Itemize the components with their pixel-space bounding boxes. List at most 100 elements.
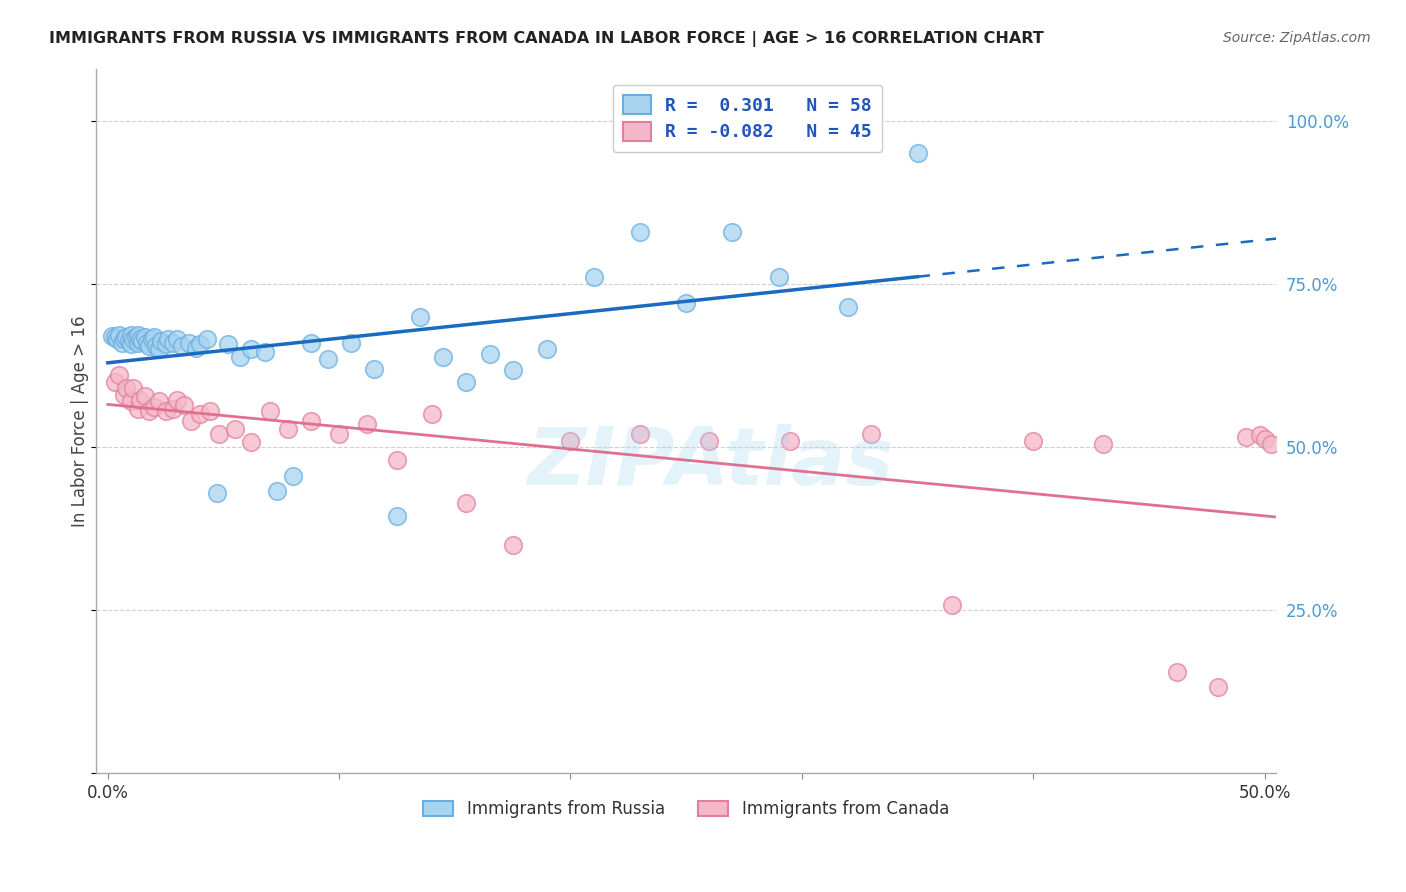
Point (299, 414, 322, 428)
Point (136, 335, 159, 350)
Point (907, 146, 929, 161)
Point (860, 427, 883, 442)
Point (259, 404, 281, 418)
Point (277, 422, 299, 436)
Point (837, 300, 859, 314)
Point (155, 337, 177, 351)
Point (115, 330, 138, 344)
Point (122, 381, 145, 395)
Point (779, 434, 801, 448)
Point (409, 310, 432, 324)
Point (502, 538, 524, 552)
Point (266, 484, 288, 499)
Point (131, 334, 153, 349)
Point (122, 332, 145, 346)
Y-axis label: In Labor Force | Age > 16: In Labor Force | Age > 16 (72, 315, 89, 526)
Point (143, 330, 166, 344)
Point (170, 339, 193, 353)
Point (112, 388, 135, 402)
Point (420, 408, 443, 422)
Point (363, 361, 385, 376)
Point (120, 337, 142, 351)
Point (941, 598, 963, 612)
Point (1206, 680, 1229, 694)
Point (1253, 432, 1275, 446)
Point (339, 335, 361, 350)
Point (162, 402, 184, 417)
Point (141, 332, 163, 346)
Point (1022, 434, 1045, 448)
Point (120, 327, 142, 342)
Point (145, 339, 167, 353)
Point (240, 434, 263, 449)
Point (502, 363, 524, 377)
Point (120, 394, 142, 409)
Point (112, 332, 135, 346)
Point (208, 427, 231, 442)
Point (628, 427, 651, 442)
Point (188, 408, 211, 422)
Point (156, 332, 179, 346)
Point (108, 368, 131, 383)
Point (162, 335, 184, 350)
Point (356, 417, 378, 432)
Point (138, 339, 160, 353)
Point (173, 398, 195, 412)
Point (138, 404, 160, 418)
Point (1166, 665, 1188, 680)
Point (166, 393, 188, 408)
Point (1234, 430, 1257, 444)
Point (124, 330, 146, 344)
Point (115, 381, 138, 395)
Point (166, 332, 188, 346)
Point (675, 296, 697, 310)
Point (697, 434, 720, 448)
Point (456, 495, 478, 509)
Text: IMMIGRANTS FROM RUSSIA VS IMMIGRANTS FROM CANADA IN LABOR FORCE | AGE > 16 CORRE: IMMIGRANTS FROM RUSSIA VS IMMIGRANTS FRO… (49, 31, 1045, 47)
Point (188, 337, 211, 351)
Point (143, 400, 166, 414)
Text: Source: ZipAtlas.com: Source: ZipAtlas.com (1223, 31, 1371, 45)
Point (205, 485, 228, 500)
Point (127, 402, 149, 417)
Point (195, 332, 218, 346)
Point (582, 270, 605, 285)
Point (101, 329, 124, 343)
Point (478, 347, 501, 361)
Point (104, 375, 127, 389)
Point (117, 334, 139, 349)
Point (150, 334, 173, 349)
Point (432, 350, 454, 364)
Point (224, 422, 246, 436)
Point (217, 337, 239, 351)
Point (1249, 428, 1271, 442)
Point (385, 453, 408, 467)
Legend: Immigrants from Russia, Immigrants from Canada: Immigrants from Russia, Immigrants from … (416, 794, 956, 825)
Point (768, 270, 790, 285)
Point (148, 342, 170, 356)
Point (148, 394, 170, 409)
Point (1260, 437, 1282, 451)
Text: ZIPAtlas: ZIPAtlas (527, 425, 893, 502)
Point (177, 335, 200, 350)
Point (155, 404, 177, 418)
Point (134, 389, 156, 403)
Point (316, 351, 339, 366)
Point (184, 341, 207, 355)
Point (111, 335, 134, 350)
Point (385, 508, 408, 523)
Point (240, 342, 263, 356)
Point (127, 335, 149, 350)
Point (281, 469, 304, 483)
Point (1091, 437, 1114, 451)
Point (721, 225, 744, 239)
Point (299, 335, 322, 350)
Point (108, 327, 131, 342)
Point (129, 393, 152, 408)
Point (134, 330, 156, 344)
Point (104, 330, 127, 344)
Point (536, 342, 558, 356)
Point (129, 332, 152, 346)
Point (228, 350, 250, 364)
Point (254, 345, 277, 359)
